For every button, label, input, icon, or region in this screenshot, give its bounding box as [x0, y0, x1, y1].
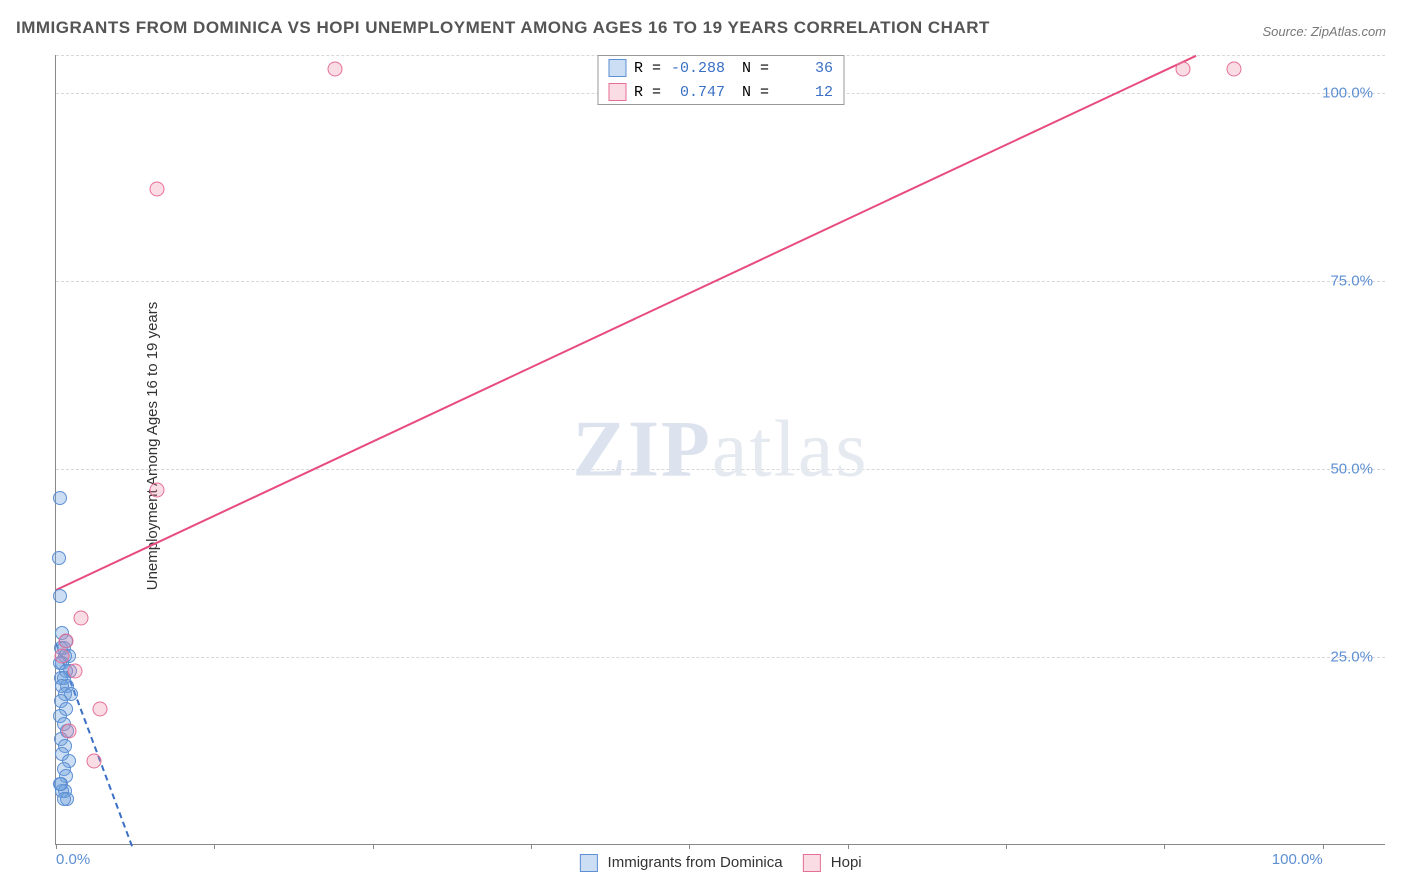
gridline [56, 469, 1385, 470]
y-tick-label: 25.0% [1330, 648, 1373, 665]
x-tick-mark [56, 844, 57, 849]
x-tick-label: 0.0% [56, 851, 90, 868]
data-point [57, 792, 71, 806]
gridline [56, 657, 1385, 658]
x-tick-mark [848, 844, 849, 849]
plot-area: ZIPatlas R = -0.288 N = 36 R = 0.747 N =… [55, 55, 1385, 845]
data-point [93, 701, 108, 716]
source-attribution: Source: ZipAtlas.com [1262, 24, 1386, 39]
data-point [53, 491, 67, 505]
series-swatch-icon [803, 854, 821, 872]
x-tick-mark [214, 844, 215, 849]
x-tick-mark [689, 844, 690, 849]
data-point [52, 551, 66, 565]
series-swatch-icon [608, 59, 626, 77]
data-point [53, 777, 67, 791]
x-tick-label: 100.0% [1272, 851, 1323, 868]
y-tick-label: 50.0% [1330, 460, 1373, 477]
data-point [53, 589, 67, 603]
legend-item: Immigrants from Dominica [579, 854, 782, 872]
series-legend: Immigrants from Dominica Hopi [579, 854, 861, 872]
data-point [1176, 62, 1191, 77]
n-value: 12 [777, 84, 833, 101]
chart-container: IMMIGRANTS FROM DOMINICA VS HOPI UNEMPLO… [0, 0, 1406, 892]
y-tick-label: 75.0% [1330, 272, 1373, 289]
r-value: -0.288 [669, 60, 725, 77]
correlation-legend: R = -0.288 N = 36 R = 0.747 N = 12 [597, 55, 844, 105]
data-point [59, 633, 74, 648]
x-tick-mark [1006, 844, 1007, 849]
x-tick-mark [531, 844, 532, 849]
x-tick-mark [1323, 844, 1324, 849]
data-point [327, 62, 342, 77]
legend-item: Hopi [803, 854, 862, 872]
y-tick-label: 100.0% [1322, 84, 1373, 101]
x-tick-mark [373, 844, 374, 849]
data-point [61, 724, 76, 739]
series-swatch-icon [579, 854, 597, 872]
data-point [87, 754, 102, 769]
chart-title: IMMIGRANTS FROM DOMINICA VS HOPI UNEMPLO… [16, 18, 990, 38]
data-point [74, 611, 89, 626]
x-tick-mark [1164, 844, 1165, 849]
data-point [150, 483, 165, 498]
data-point [55, 648, 70, 663]
data-point [1227, 62, 1242, 77]
gridline [56, 281, 1385, 282]
series-swatch-icon [608, 83, 626, 101]
correlation-row: R = 0.747 N = 12 [598, 80, 843, 104]
watermark: ZIPatlas [573, 404, 869, 495]
n-value: 36 [777, 60, 833, 77]
data-point [68, 663, 83, 678]
r-value: 0.747 [669, 84, 725, 101]
correlation-row: R = -0.288 N = 36 [598, 56, 843, 80]
data-point [150, 182, 165, 197]
trend-line [56, 55, 1197, 591]
